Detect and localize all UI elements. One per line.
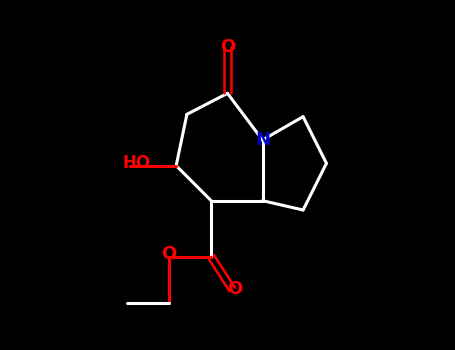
Text: O: O xyxy=(220,38,235,56)
Text: O: O xyxy=(162,245,177,263)
Text: O: O xyxy=(227,280,242,298)
Text: N: N xyxy=(255,131,270,149)
Text: HO: HO xyxy=(122,154,151,172)
